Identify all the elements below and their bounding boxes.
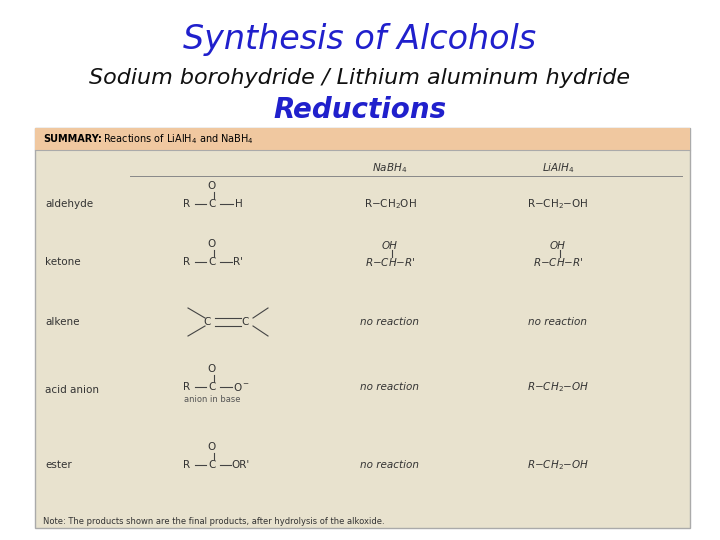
Text: Sodium borohydride / Lithium aluminum hydride: Sodium borohydride / Lithium aluminum hy…: [89, 68, 631, 88]
Bar: [35, 128, 690, 528]
Text: O: O: [208, 364, 216, 374]
Text: aldehyde: aldehyde: [45, 199, 93, 209]
Text: Synthesis of Alcohols: Synthesis of Alcohols: [184, 24, 536, 57]
Text: OH: OH: [382, 241, 398, 251]
Text: R$-$CH$_2$OH: R$-$CH$_2$OH: [364, 197, 416, 211]
Text: O: O: [208, 181, 216, 191]
Text: ester: ester: [45, 460, 72, 470]
Text: O$^-$: O$^-$: [233, 381, 250, 393]
Text: OH: OH: [550, 241, 566, 251]
Bar: [35, 128, 690, 150]
Text: no reaction: no reaction: [361, 317, 420, 327]
Text: C: C: [208, 382, 216, 392]
Text: R$-$CH$_2$$-$OH: R$-$CH$_2$$-$OH: [527, 380, 589, 394]
Text: no reaction: no reaction: [361, 460, 420, 470]
Text: H: H: [235, 199, 243, 209]
Text: R$-$CH$_2$$-$OH: R$-$CH$_2$$-$OH: [527, 458, 589, 472]
Text: R$-$CH$_2$$-$OH: R$-$CH$_2$$-$OH: [527, 197, 589, 211]
Text: C: C: [208, 199, 216, 209]
Text: Reductions: Reductions: [274, 96, 446, 124]
Text: C: C: [208, 257, 216, 267]
Text: R': R': [233, 257, 243, 267]
Text: C: C: [208, 460, 216, 470]
Text: R: R: [184, 199, 191, 209]
Text: R: R: [184, 257, 191, 267]
Text: R: R: [184, 382, 191, 392]
Text: R$-$CH$-$R': R$-$CH$-$R': [364, 256, 415, 268]
Text: R$-$CH$-$R': R$-$CH$-$R': [533, 256, 583, 268]
Text: acid anion: acid anion: [45, 385, 99, 395]
Text: $NaBH_4$: $NaBH_4$: [372, 161, 408, 175]
Text: O: O: [208, 442, 216, 452]
Text: C: C: [203, 317, 211, 327]
Text: Reactions of LiAlH$_4$ and NaBH$_4$: Reactions of LiAlH$_4$ and NaBH$_4$: [103, 132, 254, 146]
Text: ketone: ketone: [45, 257, 81, 267]
Text: SUMMARY:: SUMMARY:: [43, 134, 102, 144]
Text: Note: The products shown are the final products, after hydrolysis of the alkoxid: Note: The products shown are the final p…: [43, 516, 384, 525]
Text: OR': OR': [232, 460, 250, 470]
Text: alkene: alkene: [45, 317, 79, 327]
Text: anion in base: anion in base: [184, 395, 240, 404]
Text: R: R: [184, 460, 191, 470]
Text: O: O: [208, 239, 216, 249]
Text: no reaction: no reaction: [528, 317, 588, 327]
Text: $LiAlH_4$: $LiAlH_4$: [541, 161, 575, 175]
Text: C: C: [241, 317, 248, 327]
Text: no reaction: no reaction: [361, 382, 420, 392]
